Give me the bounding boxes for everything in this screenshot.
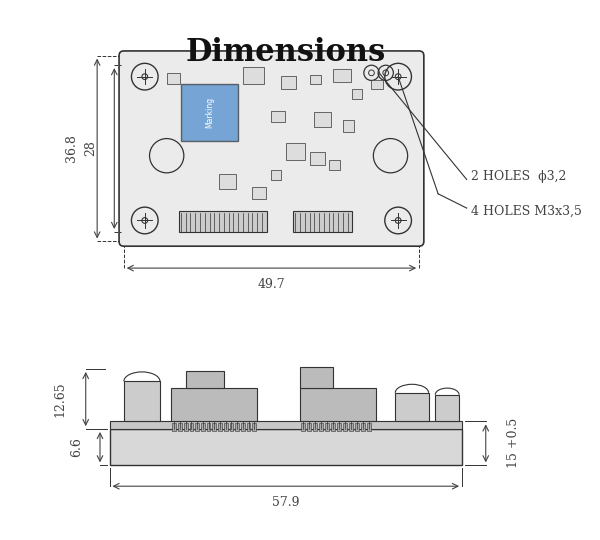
Bar: [310, 152, 325, 165]
Bar: [331, 423, 335, 431]
Bar: [286, 143, 305, 160]
Bar: [219, 174, 236, 189]
FancyBboxPatch shape: [119, 51, 424, 246]
Bar: [293, 211, 352, 232]
Text: Marking: Marking: [205, 97, 214, 129]
Bar: [271, 111, 285, 123]
Bar: [300, 388, 376, 421]
Bar: [271, 170, 281, 179]
Bar: [301, 423, 305, 431]
Bar: [361, 423, 365, 431]
Text: 12.65: 12.65: [53, 381, 67, 417]
Bar: [352, 89, 362, 99]
Bar: [178, 423, 182, 431]
Bar: [110, 421, 462, 429]
Bar: [314, 112, 331, 127]
Bar: [218, 423, 222, 431]
Bar: [190, 423, 193, 431]
Bar: [343, 120, 355, 132]
Bar: [110, 429, 462, 465]
Text: 4 HOLES M3x3,5: 4 HOLES M3x3,5: [472, 205, 583, 218]
Bar: [367, 423, 371, 431]
Bar: [172, 388, 257, 421]
Bar: [241, 423, 245, 431]
Bar: [230, 423, 233, 431]
Bar: [355, 423, 359, 431]
Text: 49.7: 49.7: [257, 278, 285, 291]
Text: 36.8: 36.8: [65, 134, 78, 163]
Bar: [212, 423, 216, 431]
Bar: [124, 381, 160, 421]
Text: 57.9: 57.9: [272, 496, 299, 509]
Bar: [181, 84, 238, 141]
Bar: [184, 423, 188, 431]
Text: 2 HOLES  ϕ3,2: 2 HOLES ϕ3,2: [472, 170, 567, 183]
Text: 15 +0.5: 15 +0.5: [507, 418, 520, 469]
Text: 28: 28: [84, 140, 97, 157]
Text: Dimensions: Dimensions: [185, 37, 386, 68]
Bar: [319, 423, 323, 431]
Bar: [167, 73, 180, 84]
Bar: [329, 160, 340, 170]
Bar: [343, 423, 347, 431]
Bar: [247, 423, 250, 431]
Bar: [307, 423, 311, 431]
Bar: [201, 423, 205, 431]
Bar: [325, 423, 329, 431]
Bar: [310, 75, 321, 84]
Bar: [172, 423, 176, 431]
Bar: [179, 211, 266, 232]
Bar: [224, 423, 227, 431]
Bar: [235, 423, 239, 431]
Text: 6.6: 6.6: [70, 437, 83, 457]
Bar: [395, 393, 428, 421]
Bar: [435, 395, 459, 421]
Bar: [253, 423, 256, 431]
Bar: [243, 67, 264, 84]
Bar: [206, 423, 211, 431]
Bar: [349, 423, 353, 431]
Bar: [337, 423, 341, 431]
Bar: [195, 423, 199, 431]
Bar: [186, 371, 224, 388]
Bar: [253, 187, 266, 199]
Bar: [281, 76, 296, 89]
Bar: [300, 367, 334, 388]
Bar: [371, 79, 383, 89]
Bar: [313, 423, 317, 431]
Bar: [334, 69, 350, 83]
